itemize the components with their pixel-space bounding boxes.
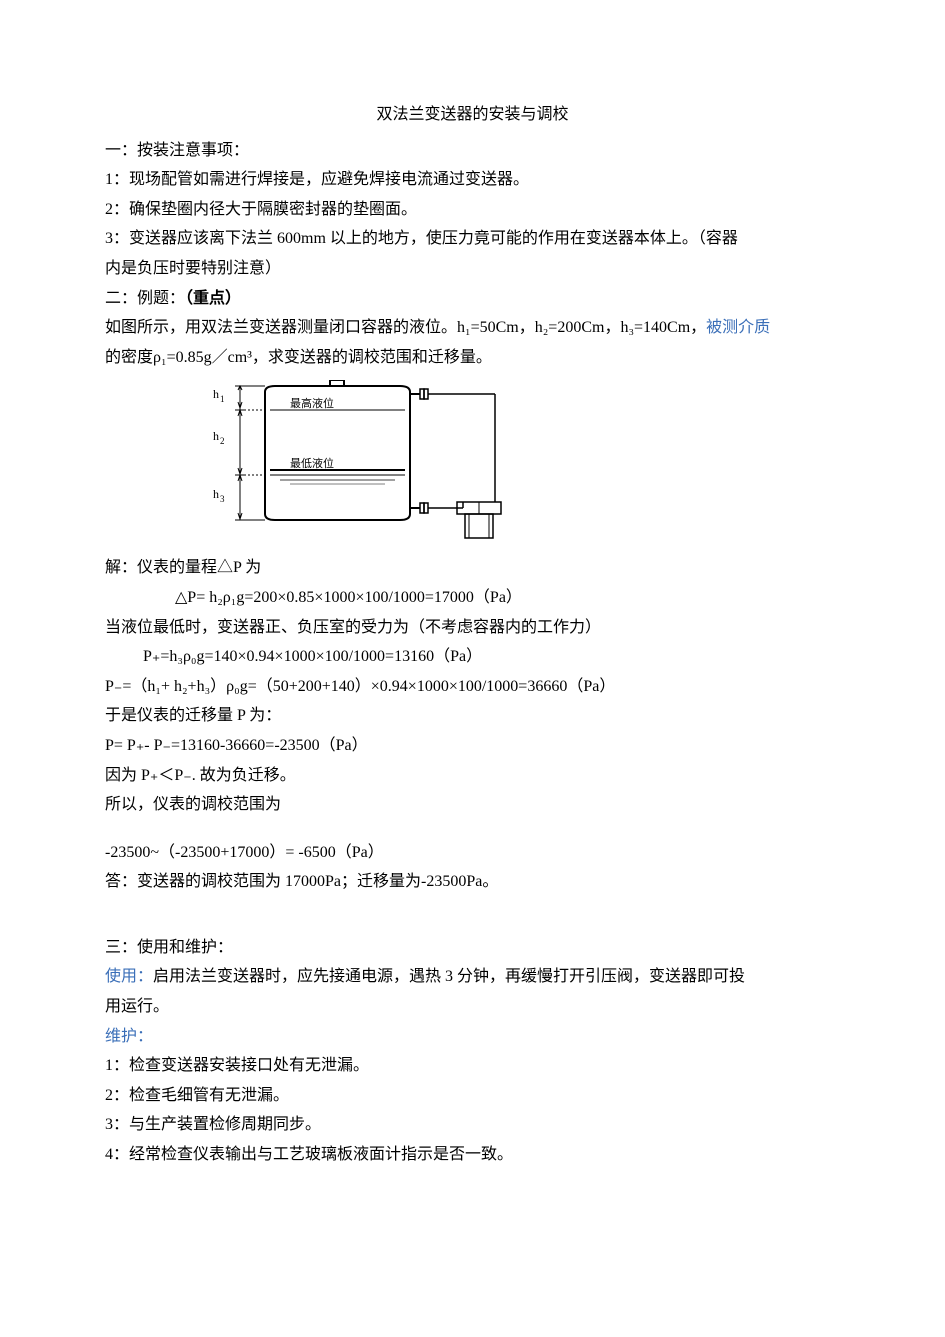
section3-heading: 三：使用和维护： — [105, 933, 840, 963]
section2-line1: 如图所示，用双法兰变送器测量闭口容器的液位。h₁=50Cm，h₂=200Cm，h… — [105, 313, 840, 343]
solution-line4: 因为 P₊＜P₋. 故为负迁移。 — [105, 761, 840, 791]
svg-text:3: 3 — [220, 494, 225, 504]
svg-text:h: h — [213, 429, 219, 443]
svg-text:1: 1 — [220, 394, 225, 404]
section1-heading: 一：按装注意事项： — [105, 136, 840, 166]
section1-item3a: 3：变送器应该离下法兰 600mm 以上的地方，使压力竟可能的作用在变送器本体上… — [105, 224, 840, 254]
section2-heading-text: 二：例题： — [105, 290, 185, 307]
svg-text:2: 2 — [220, 436, 225, 446]
section2-line1a: 如图所示，用双法兰变送器测量闭口容器的液位。h₁=50Cm，h₂=200Cm，h… — [105, 319, 706, 336]
use-label: 使用： — [105, 968, 153, 985]
section3-m3: 3：与生产装置检修周期同步。 — [105, 1110, 840, 1140]
solution-answer: 答：变送器的调校范围为 17000Pa；迁移量为-23500Pa。 — [105, 867, 840, 897]
page-title: 双法兰变送器的安装与调校 — [105, 100, 840, 130]
maint-label: 维护： — [105, 1022, 840, 1052]
section2-line2: 的密度ρ₁=0.85g／cm³，求变送器的调校范围和迁移量。 — [105, 343, 840, 373]
solution-eq3: P₋=（h₁+ h₂+h₃）ρ₀g=（50+200+140）×0.94×1000… — [105, 672, 840, 702]
solution-eq1: △P= h₂ρ₁g=200×0.85×1000×100/1000=17000（P… — [105, 583, 840, 613]
solution-eq5: -23500~（-23500+17000）= -6500（Pa） — [105, 838, 840, 868]
solution-line2: 当液位最低时，变送器正、负压室的受力为（不考虑容器内的工作力） — [105, 613, 840, 643]
tank-diagram: h1 h2 h3 最高液位 最低液位 — [205, 380, 840, 545]
section3-use: 使用：启用法兰变送器时，应先接通电源，遇热 3 分钟，再缓慢打开引压阀，变送器即… — [105, 962, 840, 992]
solution-eq4: P= P₊- P₋=13160-36660=-23500（Pa） — [105, 731, 840, 761]
section3-use2: 用运行。 — [105, 992, 840, 1022]
solution-line1: 解：仪表的量程△P 为 — [105, 553, 840, 583]
section2-heading-bold: （重点） — [185, 290, 241, 307]
section3-m2: 2：检查毛细管有无泄漏。 — [105, 1081, 840, 1111]
svg-text:h: h — [213, 387, 219, 401]
section2-heading: 二：例题：（重点） — [105, 284, 840, 314]
use-text: 启用法兰变送器时，应先接通电源，遇热 3 分钟，再缓慢打开引压阀，变送器即可投 — [153, 968, 745, 985]
section1-item2: 2：确保垫圈内径大于隔膜密封器的垫圈面。 — [105, 195, 840, 225]
solution-line3: 于是仪表的迁移量 P 为： — [105, 701, 840, 731]
solution-line5: 所以，仪表的调校范围为 — [105, 790, 840, 820]
svg-text:最低液位: 最低液位 — [290, 456, 334, 470]
solution-eq2: P₊=h₃ρ₀g=140×0.94×1000×100/1000=13160（Pa… — [105, 642, 840, 672]
svg-text:h: h — [213, 487, 219, 501]
section2-line1b: 被测介质 — [706, 319, 770, 336]
svg-text:最高液位: 最高液位 — [290, 396, 334, 410]
section1-item3b: 内是负压时要特别注意） — [105, 254, 840, 284]
section3-m1: 1：检查变送器安装接口处有无泄漏。 — [105, 1051, 840, 1081]
section3-m4: 4：经常检查仪表输出与工艺玻璃板液面计指示是否一致。 — [105, 1140, 840, 1170]
section1-item1: 1：现场配管如需进行焊接是，应避免焊接电流通过变送器。 — [105, 165, 840, 195]
